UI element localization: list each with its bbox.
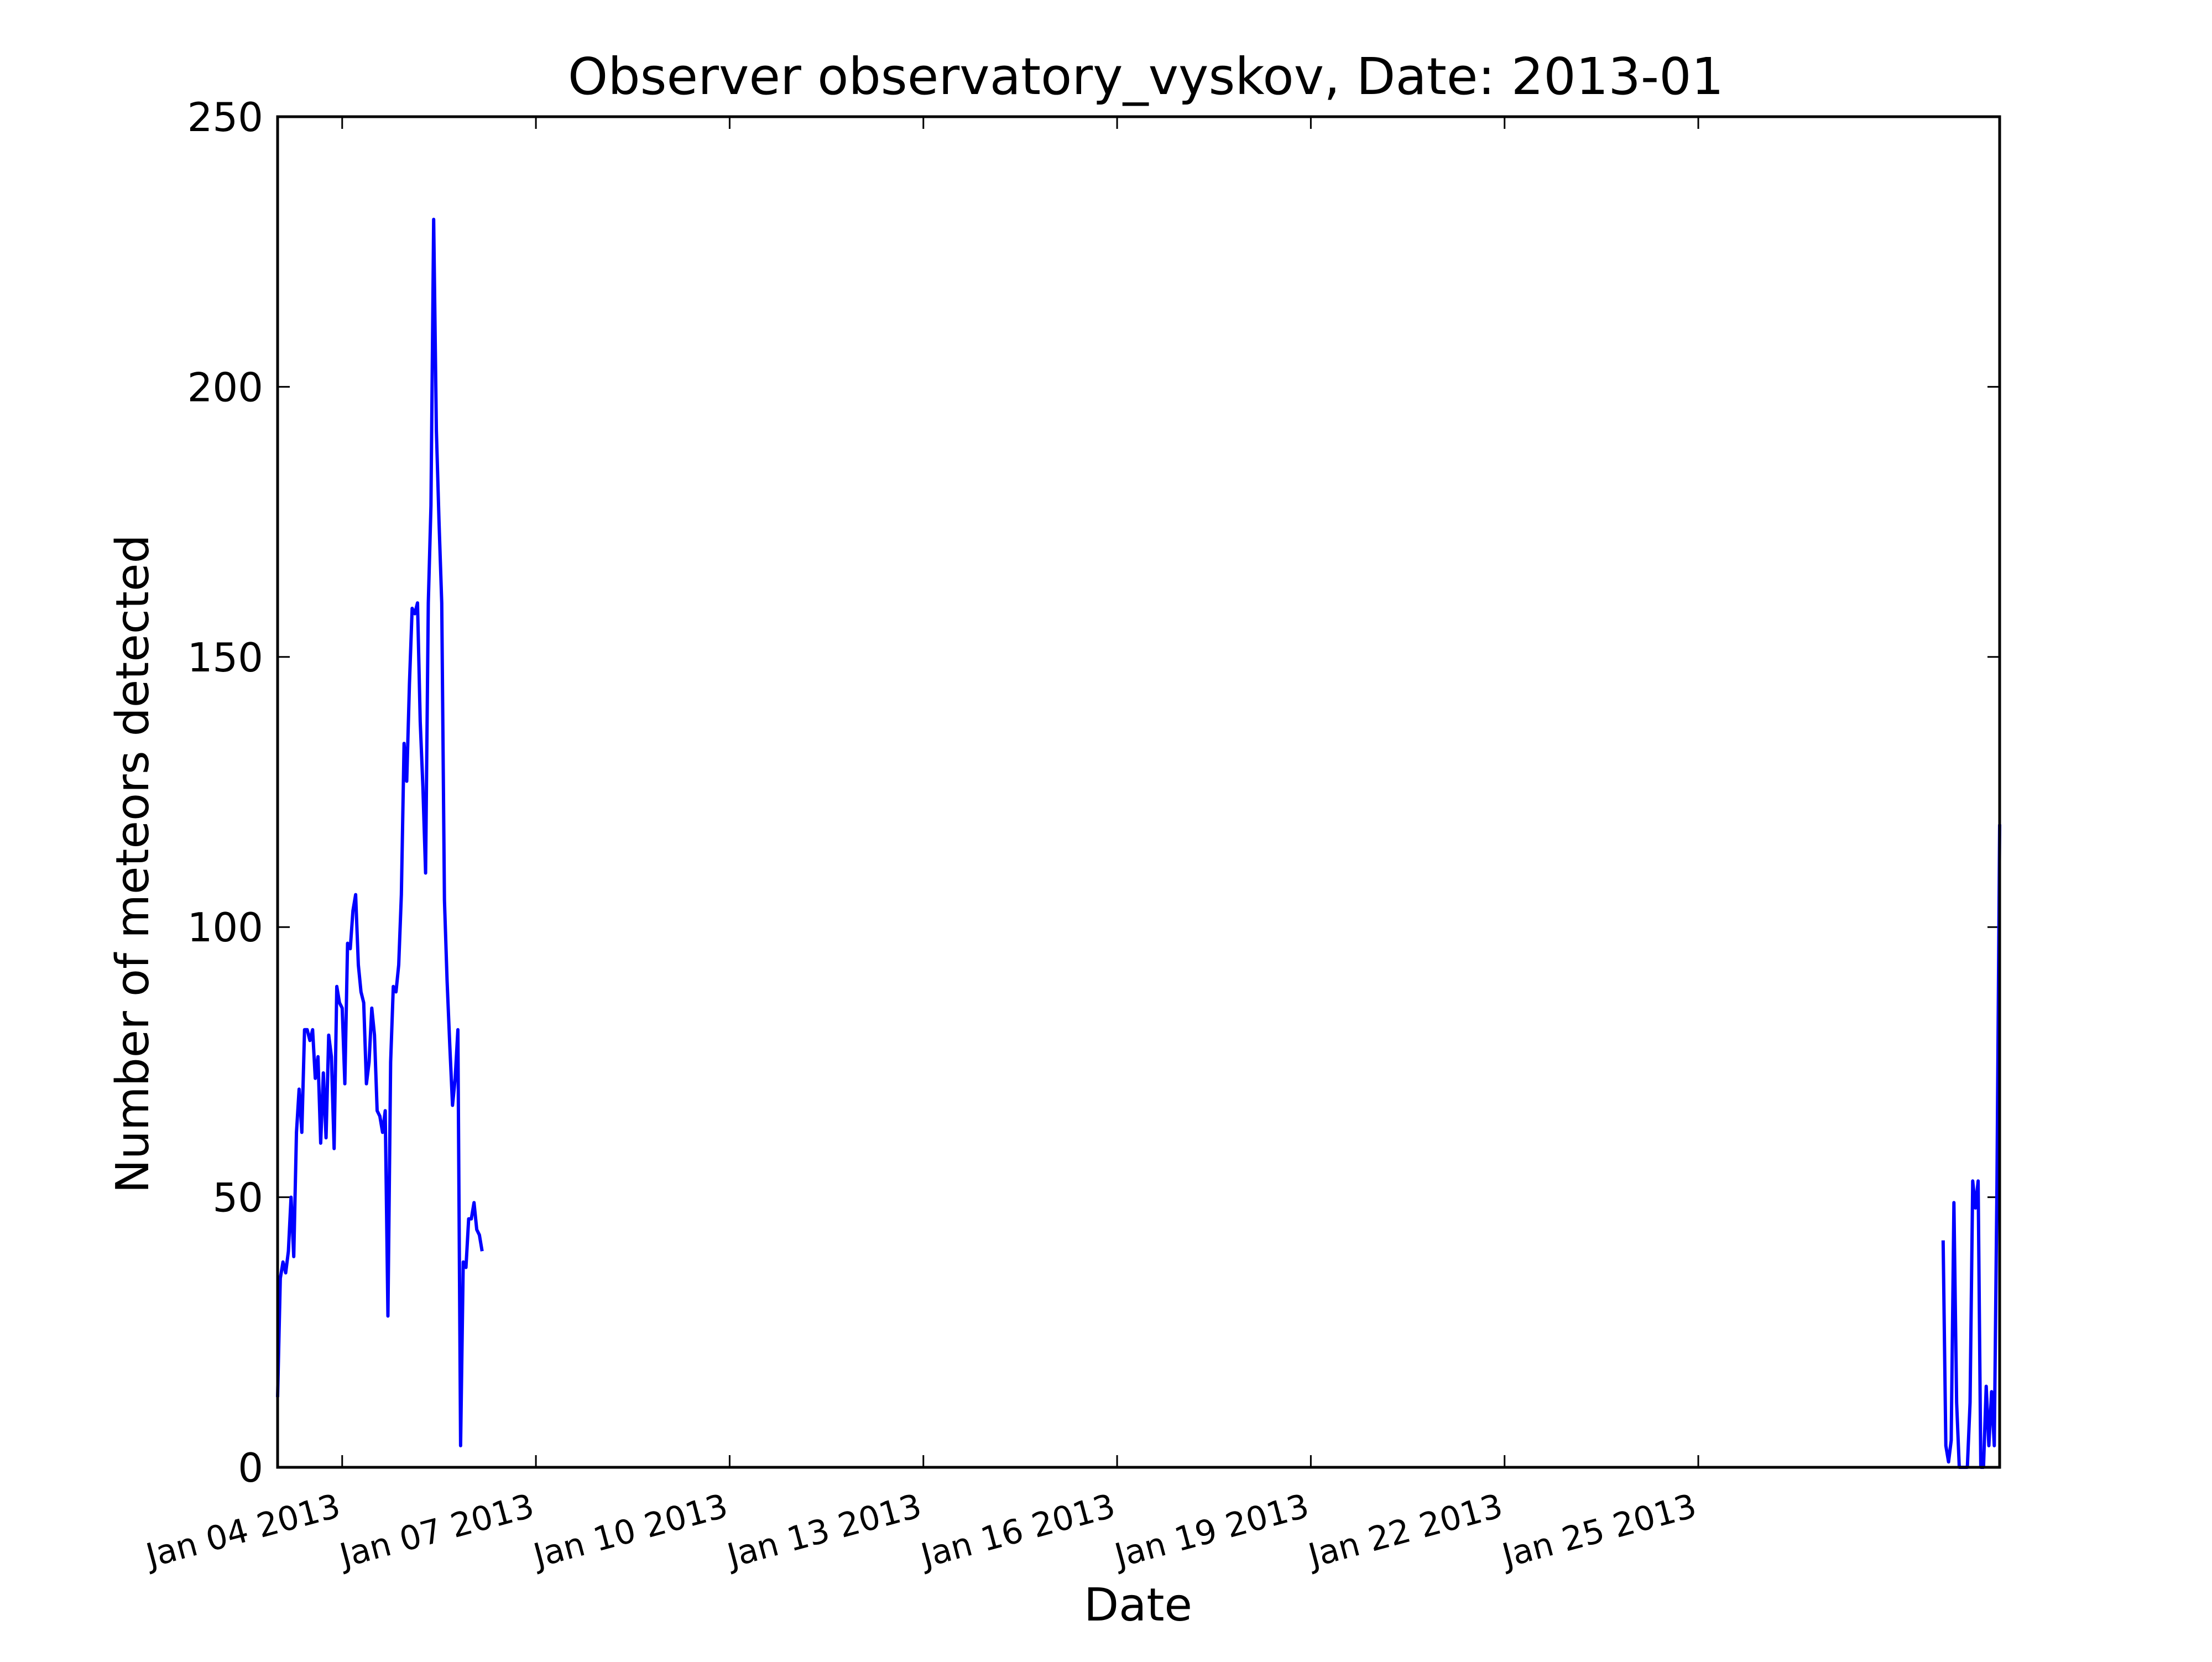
x-tick-label: Jan 25 2013 xyxy=(1496,1487,1700,1576)
y-axis-label: Number of meteors detected xyxy=(107,534,159,1193)
x-tick-label: Jan 22 2013 xyxy=(1302,1487,1506,1576)
data-line-segment xyxy=(1941,824,2001,1469)
data-line-segment xyxy=(276,217,484,1447)
x-tick-label: Jan 04 2013 xyxy=(140,1487,344,1576)
x-tick-label: Jan 07 2013 xyxy=(334,1487,538,1576)
x-tick-label: Jan 19 2013 xyxy=(1109,1487,1313,1576)
y-tick-label: 100 xyxy=(187,904,263,951)
x-axis-label: Date xyxy=(1084,1579,1192,1632)
x-tick-label: Jan 16 2013 xyxy=(915,1487,1119,1576)
y-tick-label: 200 xyxy=(187,364,263,410)
x-tick-label: Jan 13 2013 xyxy=(721,1487,925,1576)
y-tick-label: 50 xyxy=(212,1175,263,1221)
y-tick-label: 150 xyxy=(187,634,263,681)
y-tick-label: 250 xyxy=(187,94,263,140)
y-tick-label: 0 xyxy=(238,1445,263,1491)
plot-frame xyxy=(276,115,2001,1469)
x-tick-label: Jan 10 2013 xyxy=(528,1487,732,1576)
chart-title: Observer observatory_vyskov, Date: 2013-… xyxy=(568,47,1724,106)
